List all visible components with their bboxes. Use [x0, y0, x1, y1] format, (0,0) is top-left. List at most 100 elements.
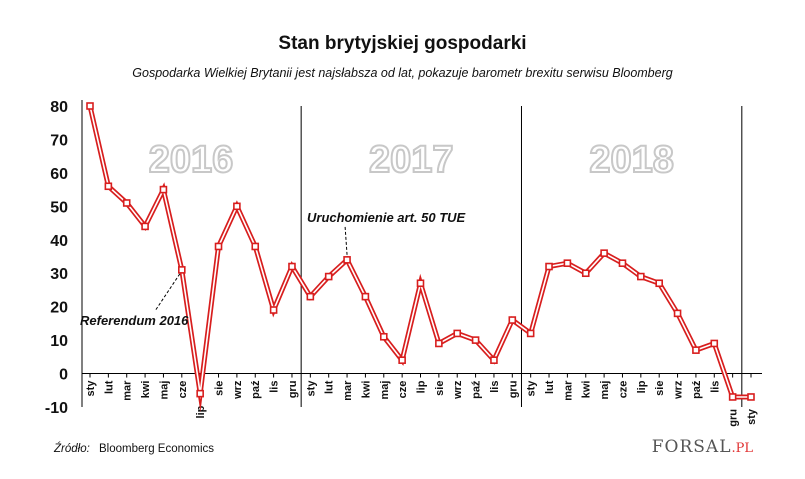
x-tick-label: mar	[122, 380, 134, 401]
x-tick-label: paź	[250, 380, 262, 399]
data-point	[159, 185, 168, 194]
source-value: Bloomberg Economics	[99, 443, 215, 455]
chart-title: Stan brytyjskiej gospodarki	[278, 33, 527, 54]
data-point	[86, 102, 94, 110]
x-tick-label: lis	[269, 381, 281, 393]
data-point	[324, 272, 333, 281]
source-note: Źródło: Bloomberg Economics	[54, 443, 214, 455]
x-tick-label: cze	[177, 381, 189, 399]
x-tick-label: kwi	[140, 381, 152, 399]
y-tick-label: 30	[50, 266, 68, 283]
annotation-article50: Uruchomienie art. 50 TUE	[307, 210, 466, 225]
x-tick-label: lip	[195, 405, 207, 418]
data-point	[600, 249, 608, 257]
annotation-leader	[344, 225, 348, 255]
data-point	[361, 292, 370, 301]
y-tick-label: 60	[50, 166, 68, 183]
data-point	[747, 393, 755, 401]
data-point	[288, 262, 296, 271]
source-label: Źródło:	[54, 443, 90, 455]
x-tick-label: maj	[379, 381, 391, 400]
y-tick-label: 50	[50, 199, 68, 216]
data-point	[710, 339, 719, 348]
x-tick-label: lut	[544, 380, 556, 394]
data-point	[637, 272, 645, 281]
x-tick-label: lut	[324, 380, 336, 394]
x-tick-label: gru	[507, 381, 519, 399]
x-tick-label: wrz	[232, 380, 244, 400]
data-point	[526, 329, 535, 338]
x-tick-label: sty	[746, 408, 758, 425]
data-point	[398, 356, 406, 364]
year-label-2016: 2016	[149, 139, 234, 181]
x-tick-label: mar	[562, 380, 574, 401]
x-tick-label: sie	[654, 381, 666, 396]
x-tick-label: gru	[728, 409, 740, 427]
x-tick-label: sty	[526, 380, 538, 397]
x-tick-label: lis	[709, 381, 721, 393]
data-point	[692, 346, 700, 354]
x-tick-label: paź	[691, 380, 703, 399]
data-point	[471, 336, 480, 344]
data-point	[233, 202, 241, 211]
brand-logo: FORSAL.PL	[652, 437, 753, 457]
x-tick-label: lip	[416, 380, 428, 393]
data-point	[269, 306, 278, 314]
year-label-2017: 2017	[369, 139, 454, 181]
x-tick-label: paź	[471, 380, 483, 399]
y-tick-label: 0	[59, 367, 68, 384]
x-tick-label: sie	[434, 381, 446, 396]
y-tick-label: 20	[50, 300, 68, 317]
data-point	[178, 266, 186, 274]
x-tick-label: sty	[85, 380, 97, 397]
x-tick-label: lis	[489, 381, 501, 393]
x-tick-label: cze	[617, 381, 629, 399]
data-point	[618, 259, 627, 267]
brand-name: FORSAL	[651, 437, 732, 457]
y-tick-label: 10	[50, 333, 68, 350]
y-tick-label: 70	[50, 132, 68, 149]
x-tick-label: lip	[636, 380, 648, 393]
data-point	[416, 279, 425, 288]
data-point	[655, 279, 663, 288]
data-point	[251, 242, 260, 251]
data-point	[379, 332, 388, 341]
x-tick-label: sty	[305, 380, 317, 397]
y-tick-label: -10	[45, 400, 68, 417]
x-tick-label: cze	[397, 381, 409, 399]
data-point	[508, 316, 517, 324]
annotation-referendum: Referendum 2016	[80, 313, 189, 328]
x-tick-label: maj	[158, 381, 170, 400]
x-tick-label: maj	[599, 381, 611, 400]
data-point	[141, 222, 149, 231]
data-point	[343, 256, 351, 264]
x-tick-label: lut	[103, 380, 115, 394]
data-point	[545, 262, 553, 271]
data-point	[306, 292, 315, 301]
x-tick-label: wrz	[452, 380, 464, 400]
data-point	[563, 259, 572, 267]
x-tick-label: gru	[287, 381, 299, 399]
x-tick-label: sie	[214, 381, 226, 396]
data-point	[581, 269, 590, 278]
data-point	[728, 393, 737, 401]
data-point	[435, 339, 443, 348]
annotation-leader	[154, 273, 181, 312]
x-tick-label: mar	[342, 380, 354, 401]
y-tick-label: 40	[50, 233, 68, 250]
data-point	[104, 182, 113, 191]
data-point	[453, 329, 462, 338]
x-tick-label: kwi	[360, 381, 372, 399]
x-tick-label: wrz	[673, 380, 685, 400]
data-point	[214, 242, 223, 251]
chart-subtitle: Gospodarka Wielkiej Brytanii jest najsła…	[132, 66, 673, 80]
y-tick-label: 80	[50, 99, 68, 116]
data-point	[490, 356, 498, 364]
brand-suffix: .PL	[731, 441, 753, 456]
year-label-2018: 2018	[589, 139, 674, 181]
data-point	[673, 309, 682, 318]
data-point	[122, 199, 131, 207]
x-tick-label: kwi	[581, 381, 593, 399]
data-point	[196, 389, 204, 398]
